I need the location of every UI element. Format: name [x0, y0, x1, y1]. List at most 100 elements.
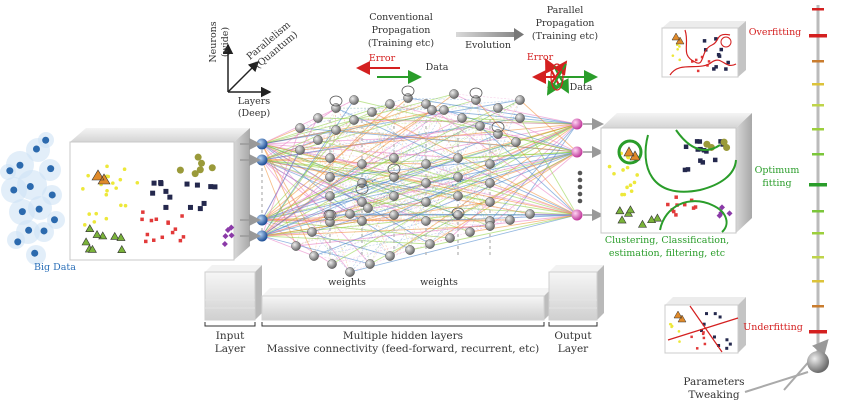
- input-node: [256, 214, 268, 226]
- hidden-node: [385, 251, 395, 261]
- hidden-node: [325, 153, 335, 163]
- hidden-node: [389, 153, 399, 163]
- underfitting-scatter: [667, 305, 739, 353]
- network-nodes: [256, 85, 583, 277]
- data-icon: [35, 205, 43, 213]
- fitting-tick: [809, 183, 827, 187]
- hidden-node: [515, 95, 525, 105]
- hidden-node: [363, 203, 373, 213]
- axis-deep-label: (Deep): [237, 108, 271, 119]
- input-layer-line1: Input: [215, 330, 245, 342]
- hidden-node: [439, 105, 449, 115]
- data-icon: [42, 136, 50, 144]
- fitting-tick: [812, 8, 824, 11]
- fitting-tick: [809, 330, 827, 334]
- parallel-line1: Parallel: [546, 5, 584, 16]
- fitting-tick: [812, 104, 824, 107]
- input-data-cube: [69, 128, 250, 261]
- fitting-tick: [812, 280, 824, 283]
- tweak-line2: Tweaking: [688, 389, 740, 401]
- data-icon: [31, 249, 39, 257]
- output-arrows: [583, 118, 604, 221]
- output-node: [571, 209, 583, 221]
- hidden-node: [465, 227, 475, 237]
- hidden-node: [421, 178, 431, 188]
- network-connections: [261, 93, 578, 273]
- hidden-node: [367, 107, 377, 117]
- data-icon: [25, 226, 33, 234]
- conventional-line3: (Training etc): [367, 38, 435, 49]
- output-layer-line1: Output: [554, 330, 592, 342]
- error-right-label: Error: [526, 52, 554, 63]
- hidden-node: [453, 191, 463, 201]
- tweak-knob[interactable]: [744, 338, 829, 393]
- output-node: [571, 118, 583, 130]
- evolution-arrow: [456, 28, 524, 41]
- hidden-node: [421, 99, 431, 109]
- parallel-line3: (Training etc): [531, 31, 599, 42]
- fitting-tick: [809, 34, 827, 38]
- hidden-node: [445, 233, 455, 243]
- hidden-node: [309, 251, 319, 261]
- hidden-node: [385, 99, 395, 109]
- data-icon: [48, 191, 56, 199]
- hidden-node: [421, 216, 431, 226]
- conventional-line2: Propagation: [371, 25, 431, 36]
- hidden-node: [295, 123, 305, 133]
- hidden-node: [389, 210, 399, 220]
- hidden-node: [485, 197, 495, 207]
- hidden-node: [325, 191, 335, 201]
- recurrent-loop: [323, 209, 337, 221]
- hidden-node: [485, 159, 495, 169]
- hidden-node: [313, 113, 323, 123]
- big-data-label: Big Data: [34, 262, 76, 273]
- hidden-node: [421, 197, 431, 207]
- output-layer-line2: Layer: [557, 343, 589, 355]
- hidden-node: [295, 145, 305, 155]
- error-left-label: Error: [368, 53, 396, 64]
- fitting-tick: [812, 128, 824, 131]
- hidden-node: [405, 245, 415, 255]
- recurrent-loop: [355, 183, 369, 195]
- hidden-node: [325, 172, 335, 182]
- hidden-node: [389, 172, 399, 182]
- recurrent-loop: [469, 87, 483, 99]
- hidden-node: [421, 159, 431, 169]
- hidden-node: [427, 105, 437, 115]
- data-icon: [6, 167, 14, 175]
- hidden-node: [357, 197, 367, 207]
- hidden-layer-slab: [261, 288, 552, 321]
- hidden-node: [425, 239, 435, 249]
- recurrent-loop: [451, 207, 465, 219]
- ellipsis-dot: [577, 177, 583, 183]
- big-data-bubbles: [0, 132, 65, 265]
- tweak-line1: Parameters: [683, 376, 745, 388]
- recurrent-loop: [401, 85, 415, 97]
- hidden-node: [505, 215, 515, 225]
- data-icon: [14, 238, 22, 246]
- data-right-label: Data: [569, 82, 593, 93]
- hidden-node: [349, 115, 359, 125]
- hidden-node: [449, 89, 459, 99]
- output-scatter: [607, 129, 737, 233]
- parallel-arrows: [532, 58, 598, 96]
- fitting-tick: [812, 83, 824, 86]
- hidden-node: [331, 125, 341, 135]
- data-icon: [16, 161, 24, 169]
- output-node: [571, 146, 583, 158]
- fitting-tick: [812, 232, 824, 235]
- input-layer-slab: [204, 265, 262, 321]
- fitting-tick: [812, 153, 824, 156]
- input-layer-line2: Layer: [214, 343, 246, 355]
- fitting-scale: [809, 5, 827, 352]
- fitting-tick: [812, 210, 824, 213]
- hidden-layers-line2: Massive connectivity (feed-forward, recu…: [266, 343, 540, 355]
- hidden-node: [327, 259, 337, 269]
- output-layer-slab: [548, 265, 604, 321]
- hidden-node: [349, 95, 359, 105]
- result-line1: Clustering, Classification,: [604, 235, 730, 246]
- evolution-label: Evolution: [465, 40, 511, 51]
- input-node: [256, 154, 268, 166]
- hidden-node: [453, 153, 463, 163]
